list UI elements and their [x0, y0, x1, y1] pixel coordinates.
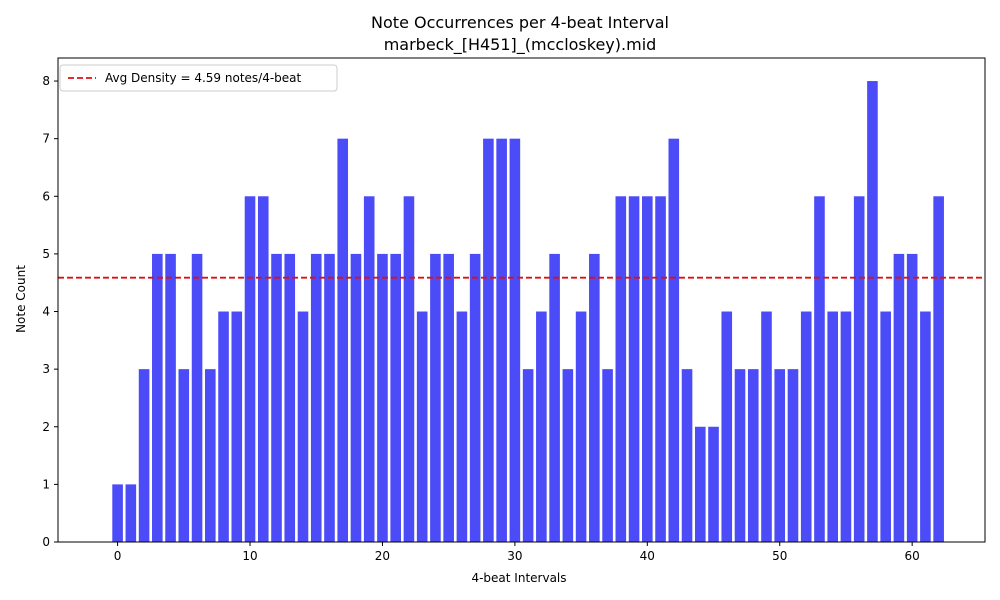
chart-subtitle: marbeck_[H451]_(mccloskey).mid — [384, 35, 657, 55]
bar — [204, 369, 216, 542]
chart-title: Note Occurrences per 4-beat Interval — [371, 13, 669, 32]
bar — [906, 253, 918, 542]
bar — [549, 253, 560, 542]
bar — [390, 253, 401, 542]
x-tick-label: 0 — [114, 549, 122, 563]
bar — [893, 253, 905, 542]
y-tick-label: 7 — [42, 132, 50, 146]
bar — [761, 311, 772, 542]
y-tick-label: 3 — [42, 362, 50, 376]
bar — [920, 311, 931, 542]
y-tick-label: 4 — [42, 305, 50, 319]
bar — [218, 311, 229, 542]
bar — [774, 369, 786, 542]
y-tick-label: 1 — [42, 477, 50, 491]
bar — [721, 311, 733, 542]
bar — [337, 138, 349, 542]
bar — [853, 196, 865, 543]
bar — [800, 311, 812, 542]
plot-frame — [57, 57, 986, 543]
bar — [165, 253, 176, 542]
x-tick-label: 40 — [640, 549, 655, 563]
y-tick-label: 0 — [42, 535, 50, 549]
bar — [668, 138, 680, 542]
bar — [522, 369, 534, 542]
x-tick-label: 50 — [772, 549, 787, 563]
y-tick-label: 5 — [42, 247, 50, 261]
bar — [509, 138, 521, 542]
bar — [231, 311, 243, 542]
bar — [324, 253, 335, 542]
bar — [747, 369, 759, 542]
bar — [310, 253, 322, 542]
bar — [787, 369, 799, 542]
x-tick-label: 10 — [242, 549, 257, 563]
legend-label: Avg Density = 4.59 notes/4-beat — [105, 71, 302, 85]
legend: Avg Density = 4.59 notes/4-beat — [59, 64, 338, 92]
legend-box — [59, 64, 338, 92]
bar — [257, 196, 269, 543]
y-axis-ticks: 0 1 2 3 4 5 6 7 8 — [42, 74, 58, 549]
x-axis-label: 4-beat Intervals — [471, 571, 566, 585]
bar — [575, 311, 587, 542]
bar — [840, 311, 852, 542]
y-tick-label: 2 — [42, 420, 50, 434]
bar — [297, 311, 309, 542]
bar — [694, 426, 706, 542]
bar-series — [112, 81, 944, 543]
bar — [867, 81, 878, 543]
bar — [456, 311, 468, 542]
bar — [377, 253, 388, 542]
bar — [562, 369, 574, 542]
bar — [642, 196, 653, 543]
bar — [681, 369, 693, 542]
bar — [589, 253, 600, 542]
y-tick-label: 6 — [42, 189, 50, 203]
bar — [734, 369, 746, 542]
bar — [483, 138, 494, 542]
bar — [615, 196, 627, 543]
x-tick-label: 30 — [507, 549, 522, 563]
bar — [112, 484, 123, 542]
bar — [430, 253, 441, 542]
x-axis-ticks: 0 10 20 30 40 50 60 — [114, 542, 920, 563]
bar — [536, 311, 547, 542]
bar — [350, 253, 362, 542]
bar — [443, 253, 454, 542]
x-tick-label: 60 — [905, 549, 920, 563]
y-axis-label: Note Count — [14, 265, 28, 333]
bar — [880, 311, 891, 542]
bar — [416, 311, 428, 542]
bar — [178, 369, 190, 542]
bar — [827, 311, 839, 542]
x-tick-label: 20 — [375, 549, 390, 563]
bar — [271, 253, 282, 542]
bar — [602, 369, 613, 542]
bar — [708, 426, 719, 542]
bar — [814, 196, 825, 543]
bar — [655, 196, 666, 543]
bar — [284, 253, 296, 542]
bar — [138, 369, 150, 542]
bar — [403, 196, 415, 543]
bar — [469, 253, 481, 542]
bar — [628, 196, 640, 543]
bar — [125, 484, 137, 542]
bar — [191, 253, 203, 542]
bar — [363, 196, 375, 543]
bar — [152, 253, 163, 542]
bar — [496, 138, 507, 542]
bar — [933, 196, 944, 543]
bar — [244, 196, 256, 543]
y-tick-label: 8 — [42, 74, 50, 88]
